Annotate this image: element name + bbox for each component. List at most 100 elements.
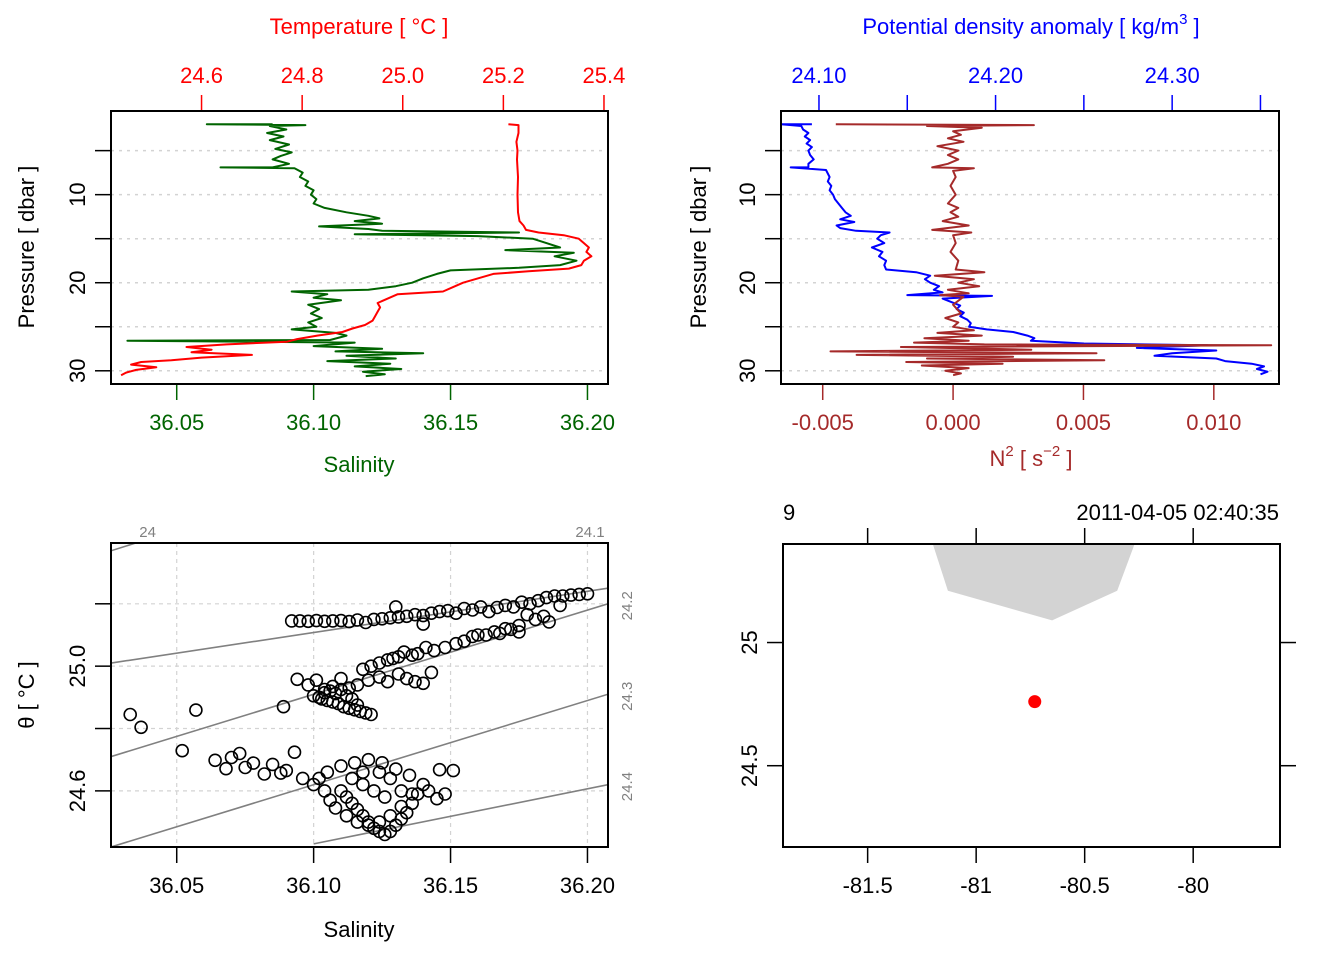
ts-point [405, 648, 420, 663]
top-axis-tick-label: 24.10 [791, 63, 846, 88]
ts-point [465, 603, 480, 617]
y-tick-label: 30 [735, 359, 760, 383]
ts-point [399, 609, 414, 624]
y-tick-label: 24.6 [65, 769, 90, 812]
ts-point [372, 815, 387, 829]
bottom-axis-tick-label: 36.05 [149, 410, 204, 435]
ts-point [424, 665, 439, 680]
ts-point [531, 593, 546, 608]
ts-point [367, 784, 381, 798]
x-tick-label: 36.05 [149, 873, 204, 898]
ts-point [279, 763, 294, 778]
ts-point [284, 614, 299, 628]
ts-point [238, 760, 252, 775]
ts-point [408, 674, 422, 689]
longitude-tick-label: -81.5 [843, 873, 893, 898]
ts-point [377, 790, 392, 804]
plot-frame [782, 543, 1281, 848]
ts-point [427, 643, 441, 658]
y-axis-title-pressure: Pressure [ dbar ] [14, 166, 39, 329]
ts-point [498, 598, 513, 613]
ts-point [372, 656, 387, 670]
ts-point [432, 604, 447, 619]
ts-point [265, 757, 280, 772]
bottom-axis-title-salinity: Salinity [324, 452, 395, 477]
ts-point [457, 601, 472, 616]
ts-point [309, 673, 324, 688]
ts-point [361, 673, 376, 688]
ts-point [482, 604, 496, 619]
density-label-main: Potential density anomaly [ kg/m [862, 14, 1179, 39]
bottom-axis-tick-label: 36.10 [286, 410, 341, 435]
density-label-end: ] [1187, 14, 1199, 39]
ts-point [440, 603, 455, 618]
ts-point [471, 628, 485, 642]
x-tick-label: 36.15 [423, 873, 478, 898]
n2-label-mid: [ s [1014, 446, 1043, 471]
ts-point [542, 615, 556, 629]
ts-point [430, 791, 444, 806]
n2-label-end: ] [1060, 446, 1072, 471]
top-axis-tick-label: 24.30 [1145, 63, 1200, 88]
ts-point [317, 685, 332, 700]
ts-point [175, 743, 189, 758]
ts-point [287, 745, 302, 760]
ts-point [473, 600, 488, 614]
ts-point [380, 674, 395, 689]
bottom-axis-title-n2: N2 [ s−2 ] [990, 443, 1073, 471]
ts-point [555, 589, 570, 603]
isopycnal-label: 24.2 [619, 591, 636, 620]
ts-point [364, 707, 378, 722]
ts-point [490, 600, 504, 615]
ts-point [350, 613, 365, 627]
ts-point [416, 676, 431, 691]
isopycnal-label: 24.4 [619, 772, 636, 801]
ts-point [424, 606, 439, 621]
ts-point [361, 752, 376, 767]
ts-point [539, 590, 554, 605]
ts-point [438, 787, 452, 801]
latitude-tick-label: 25 [737, 630, 762, 654]
ts-point [512, 618, 526, 633]
ts-point [449, 606, 463, 621]
series-line-salinity [126, 123, 578, 378]
ts-point [416, 617, 431, 631]
ts-point [580, 586, 595, 601]
panel-density-n2-profile: Potential density anomaly [ kg/m3 ] N2 [… [686, 11, 1280, 471]
coastline-land [932, 544, 1135, 621]
y-tick-label: 10 [65, 182, 90, 206]
ts-point [506, 600, 521, 614]
isopycnal-label: 24 [139, 524, 156, 541]
ts-point [572, 587, 587, 602]
map-top-label-right: 2011-04-05 02:40:35 [1076, 500, 1279, 525]
plot-frame [110, 110, 609, 385]
longitude-tick-label: -80 [1177, 873, 1209, 898]
longitude-tick-label: -81 [960, 873, 992, 898]
ts-point [503, 622, 518, 637]
ts-point [372, 765, 387, 780]
ts-point [375, 611, 389, 626]
ts-point [301, 614, 316, 629]
panel-ts-diagram: Salinity θ [ °C ] 24 24.1 24.2 24.3 24.4 36.0… [14, 524, 636, 942]
ts-point [290, 672, 305, 687]
top-axis-tick-label: 24.8 [281, 63, 324, 88]
bottom-axis-tick-label: -0.005 [792, 410, 854, 435]
x-tick-label: 36.10 [286, 873, 341, 898]
ts-point [498, 621, 513, 636]
ts-point [134, 720, 148, 735]
series-line-n2 [829, 123, 1273, 377]
ts-point [309, 613, 324, 628]
ts-point [383, 610, 398, 625]
ts-point [375, 755, 389, 770]
ts-point [391, 610, 406, 624]
ts-point [276, 699, 291, 714]
ts-point [342, 614, 357, 629]
ts-point [334, 682, 348, 697]
ts-point [334, 759, 348, 773]
ts-point [446, 763, 461, 778]
y-tick-label: 30 [65, 359, 90, 383]
series-line-temperature [120, 123, 593, 377]
ts-point [123, 707, 137, 722]
ts-point [399, 671, 414, 686]
ts-point [320, 765, 335, 780]
